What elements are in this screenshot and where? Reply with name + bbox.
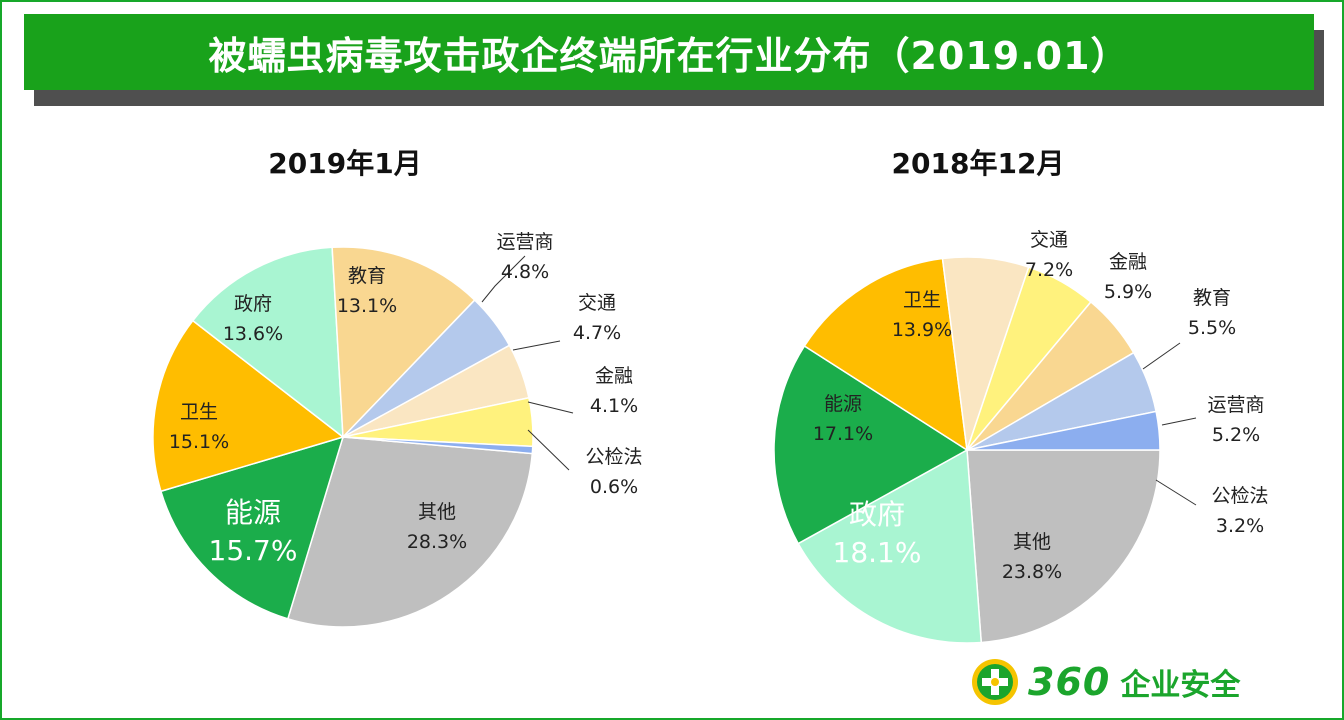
slice-label: 其他 (418, 501, 456, 523)
slice-value-label: 5.9% (1104, 281, 1152, 303)
pie-chart-2019-01: 2019年1月 其他 28.3% 能源 15.7% 卫生 15.1% 政府 13.6% 教育 13… (153, 147, 643, 627)
slice-value-label: 4.7% (573, 322, 621, 344)
slice-value-label: 17.1% (813, 423, 873, 445)
slice-value-label: 13.6% (223, 323, 283, 345)
360-shield-icon (970, 657, 1020, 707)
slice-label: 其他 (1013, 531, 1051, 553)
slice-label: 金融 (1109, 251, 1147, 273)
slice-value-label: 13.1% (337, 295, 397, 317)
leader-line (528, 402, 573, 413)
pie-charts: 2019年1月 其他 28.3% 能源 15.7% 卫生 15.1% 政府 13.6% 教育 13… (0, 0, 1344, 720)
slice-label: 运营商 (1207, 394, 1264, 416)
slice-value-label: 4.8% (501, 261, 549, 283)
slice-label: 教育 (1193, 287, 1231, 309)
slice-value-label: 13.9% (892, 319, 952, 341)
pie-slice (967, 450, 1160, 642)
slice-value-label: 4.1% (590, 395, 638, 417)
leader-line (1143, 343, 1180, 369)
slice-label: 金融 (595, 365, 633, 387)
leader-line (513, 341, 560, 350)
leader-line (528, 430, 569, 470)
leader-line (1156, 480, 1196, 505)
slice-label: 能源 (824, 393, 862, 415)
slice-label: 交通 (1030, 229, 1068, 251)
slice-label: 能源 (225, 496, 281, 529)
slice-value-label: 23.8% (1002, 561, 1062, 583)
pie-chart-2018-12: 2018年12月 其他 23.8% 政府 18.1% 能源 17.1% 卫生 13.9% 交通 7… (774, 147, 1269, 643)
slice-value-label: 7.2% (1025, 259, 1073, 281)
slice-label: 政府 (234, 293, 272, 315)
chart-title-2018-12: 2018年12月 (892, 147, 1065, 180)
slice-label: 卫生 (180, 401, 218, 423)
slice-value-label: 15.7% (209, 534, 298, 567)
slice-value-label: 5.5% (1188, 317, 1236, 339)
slice-value-label: 18.1% (833, 536, 922, 569)
slice-label: 公检法 (1211, 485, 1268, 507)
brand-logo: 360 企业安全 (970, 656, 1240, 708)
slice-value-label: 28.3% (407, 531, 467, 553)
slice-value-label: 3.2% (1216, 515, 1264, 537)
leader-line (1162, 418, 1196, 425)
slice-label: 公检法 (585, 446, 642, 468)
chart-title-2019-01: 2019年1月 (268, 147, 421, 180)
slice-label: 运营商 (496, 231, 553, 253)
slice-label: 教育 (348, 265, 386, 287)
logo-number: 360 (1028, 660, 1110, 704)
slice-label: 交通 (578, 292, 616, 314)
slice-label: 政府 (849, 498, 905, 531)
slice-value-label: 5.2% (1212, 424, 1260, 446)
slice-label: 卫生 (903, 289, 941, 311)
slice-value-label: 15.1% (169, 431, 229, 453)
slice-value-label: 0.6% (590, 476, 638, 498)
logo-text: 企业安全 (1120, 660, 1240, 704)
